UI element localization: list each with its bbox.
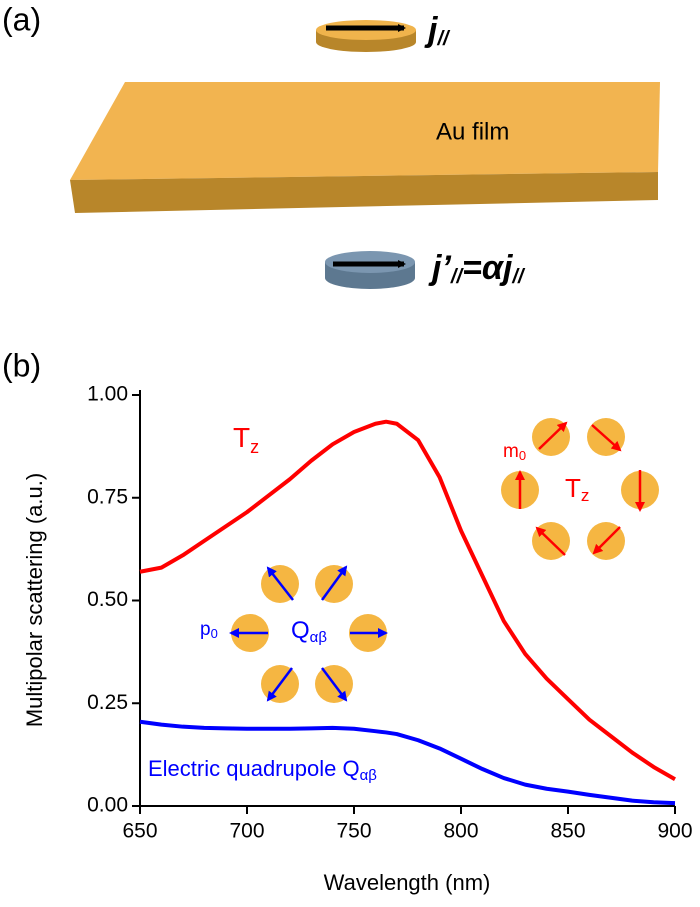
panel-label: (a) [2, 1, 41, 37]
series-line [139, 719, 676, 806]
x-axis-label: Wavelength (nm) [324, 870, 491, 895]
y-tick-label: 0.50 [87, 588, 128, 611]
y-axis-label: Multipolar scattering (a.u.) [22, 473, 47, 727]
y-tick-label: 0.25 [87, 691, 128, 714]
tz-inset [501, 418, 659, 560]
panel-label: (b) [2, 347, 41, 383]
film-label: Au film [436, 118, 509, 145]
y-tick-label: 0.00 [87, 794, 128, 817]
q-inset [229, 565, 388, 703]
inset-label: Qαβ [291, 617, 327, 646]
x-tick-label: 850 [550, 820, 585, 843]
image-current-label: j’//=αj// [428, 249, 526, 288]
x-tick-label: 650 [122, 820, 157, 843]
inset-label: Tz [565, 473, 589, 506]
inset-label: m0 [503, 441, 526, 463]
current-label: j// [424, 11, 451, 50]
image-disk [325, 251, 415, 289]
x-tick-label: 800 [443, 820, 478, 843]
x-tick-label: 700 [229, 820, 264, 843]
x-tick-label: 750 [336, 820, 371, 843]
series-line [139, 419, 676, 782]
inset-label: p0 [200, 619, 218, 641]
top-disk [316, 20, 416, 52]
y-tick-label: 1.00 [87, 383, 128, 406]
gold-film [70, 82, 660, 213]
series-label: Tz [233, 422, 259, 456]
y-tick-label: 0.75 [87, 485, 128, 508]
series-label: Electric quadrupole Qαβ [148, 756, 377, 784]
x-tick-label: 900 [657, 820, 692, 843]
